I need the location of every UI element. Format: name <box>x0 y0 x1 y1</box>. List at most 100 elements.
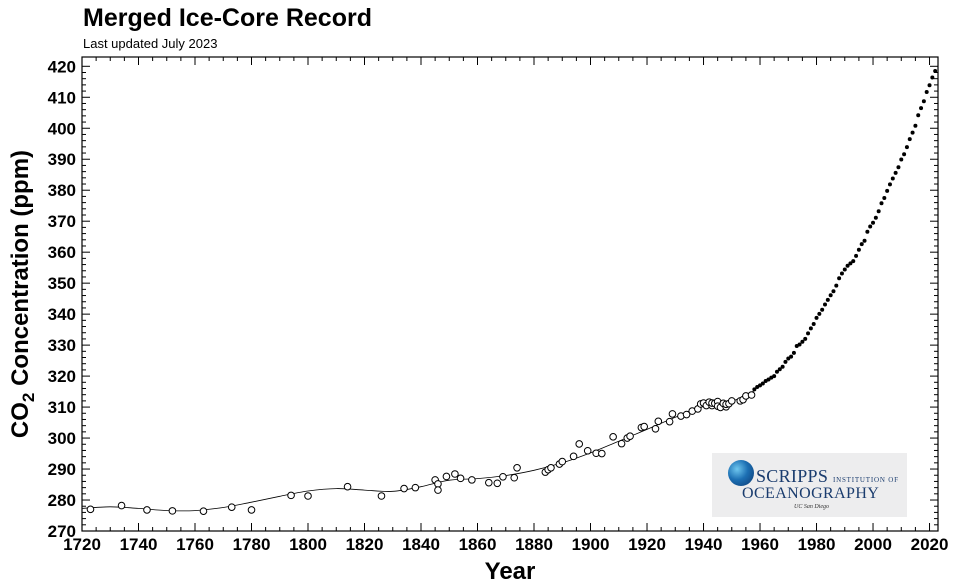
instrument-point <box>797 342 802 347</box>
instrument-point <box>871 220 876 225</box>
logo-line3: UC San Diego <box>794 504 829 510</box>
y-tick-label: 330 <box>48 336 76 355</box>
instrument-point <box>839 271 844 276</box>
instrument-point <box>814 315 819 320</box>
y-tick-label: 400 <box>48 119 76 138</box>
ice-core-point <box>575 440 584 448</box>
instrument-point <box>927 83 932 88</box>
instrument-point <box>831 289 836 294</box>
instrument-point <box>885 188 890 193</box>
instrument-point <box>862 238 867 243</box>
x-axis-title: Year <box>485 558 536 585</box>
ice-core-point <box>117 501 126 510</box>
fit-line-layer <box>81 390 755 512</box>
instrument-point <box>916 113 921 118</box>
instrument-point <box>808 326 813 331</box>
instrument-point <box>930 75 935 80</box>
instrument-point <box>825 297 830 302</box>
ice-core-point <box>377 492 386 500</box>
instrument-point <box>890 176 895 181</box>
ice-core-point <box>547 464 555 472</box>
instrument-point <box>865 229 870 234</box>
instrument-point <box>777 367 782 372</box>
x-tick-label: 1720 <box>63 535 101 554</box>
instrument-point <box>760 381 765 386</box>
instrument-point <box>806 331 811 336</box>
y-tick-label: 380 <box>48 181 76 200</box>
ice-core-point <box>499 472 507 481</box>
ice-core-point <box>513 464 521 472</box>
ice-core-point <box>583 446 592 455</box>
y-tick-label: 370 <box>48 212 76 231</box>
x-tick-label: 1880 <box>515 535 553 554</box>
instrument-point <box>774 369 779 374</box>
instrument-point <box>822 302 827 307</box>
x-tick-label: 1760 <box>176 535 214 554</box>
instrument-point <box>803 336 808 341</box>
ice-core-point <box>247 506 256 514</box>
ice-core-point <box>434 480 442 488</box>
ice-core-point <box>400 484 408 493</box>
ice-core-point <box>468 476 476 484</box>
chart-title: Merged Ice-Core Record <box>83 4 372 32</box>
y-tick-label: 350 <box>48 274 76 293</box>
y-tick-label: 300 <box>48 429 76 448</box>
ice-core-point <box>651 424 660 433</box>
x-tick-label: 1780 <box>233 535 271 554</box>
ice-core-point <box>287 491 295 500</box>
instrument-point <box>766 377 771 382</box>
data-points-layer <box>86 68 938 515</box>
ice-core-point <box>668 410 677 418</box>
instrument-point <box>876 209 881 214</box>
instrument-point <box>837 276 842 281</box>
instrument-point <box>817 311 822 316</box>
axis-ticks: 1720 1740 1760 1780 1800 1820 1840 1860 1880 1900… <box>48 57 949 554</box>
ice-core-point <box>456 474 465 483</box>
logo-line2: OCEANOGRAPHY <box>742 485 880 502</box>
ice-core-point <box>654 417 663 426</box>
instrument-point <box>879 201 884 206</box>
ice-core-point <box>434 486 442 494</box>
instrument-point <box>856 247 861 252</box>
x-tick-label: 1800 <box>289 535 327 554</box>
ice-core-point <box>617 439 626 448</box>
instrument-point <box>789 354 794 359</box>
y-axis-title-subscript: 2 <box>19 393 38 402</box>
x-tick-label: 2020 <box>911 535 949 554</box>
fit-line <box>81 390 755 512</box>
instrument-point <box>845 263 850 268</box>
ice-core-point <box>626 432 634 441</box>
instrument-point <box>921 99 926 104</box>
instrument-point <box>893 170 898 175</box>
x-tick-label: 1980 <box>798 535 836 554</box>
instrument-point <box>868 224 873 229</box>
instrument-point <box>848 261 853 266</box>
ice-core-point <box>569 452 578 461</box>
instrument-point <box>882 195 887 200</box>
globe-icon <box>728 460 754 486</box>
ice-core-point <box>609 433 617 441</box>
ice-core-point <box>682 410 691 419</box>
x-tick-label: 1920 <box>628 535 666 554</box>
y-axis-title-rest: Concentration (ppm) <box>7 150 34 393</box>
instrument-point <box>758 383 763 388</box>
instrument-point <box>752 387 757 392</box>
ice-core-point <box>86 505 95 514</box>
instrument-point <box>919 106 924 111</box>
y-tick-label: 270 <box>48 522 76 541</box>
y-tick-label: 360 <box>48 243 76 262</box>
ice-core-point <box>442 472 451 481</box>
instrument-point <box>851 259 856 264</box>
x-tick-label: 1820 <box>346 535 384 554</box>
scripps-logo: SCRIPPS INSTITUTION OF OCEANOGRAPHY UC S… <box>712 453 907 517</box>
ice-core-point <box>304 492 312 500</box>
y-axis-title-main: CO <box>7 402 34 438</box>
ice-core-point <box>598 449 606 458</box>
y-tick-label: 390 <box>48 150 76 169</box>
ice-core-point <box>168 507 177 515</box>
y-tick-label: 420 <box>48 57 76 76</box>
x-tick-label: 1740 <box>120 535 158 554</box>
instrument-point <box>902 152 907 157</box>
ice-core-point <box>493 479 502 488</box>
